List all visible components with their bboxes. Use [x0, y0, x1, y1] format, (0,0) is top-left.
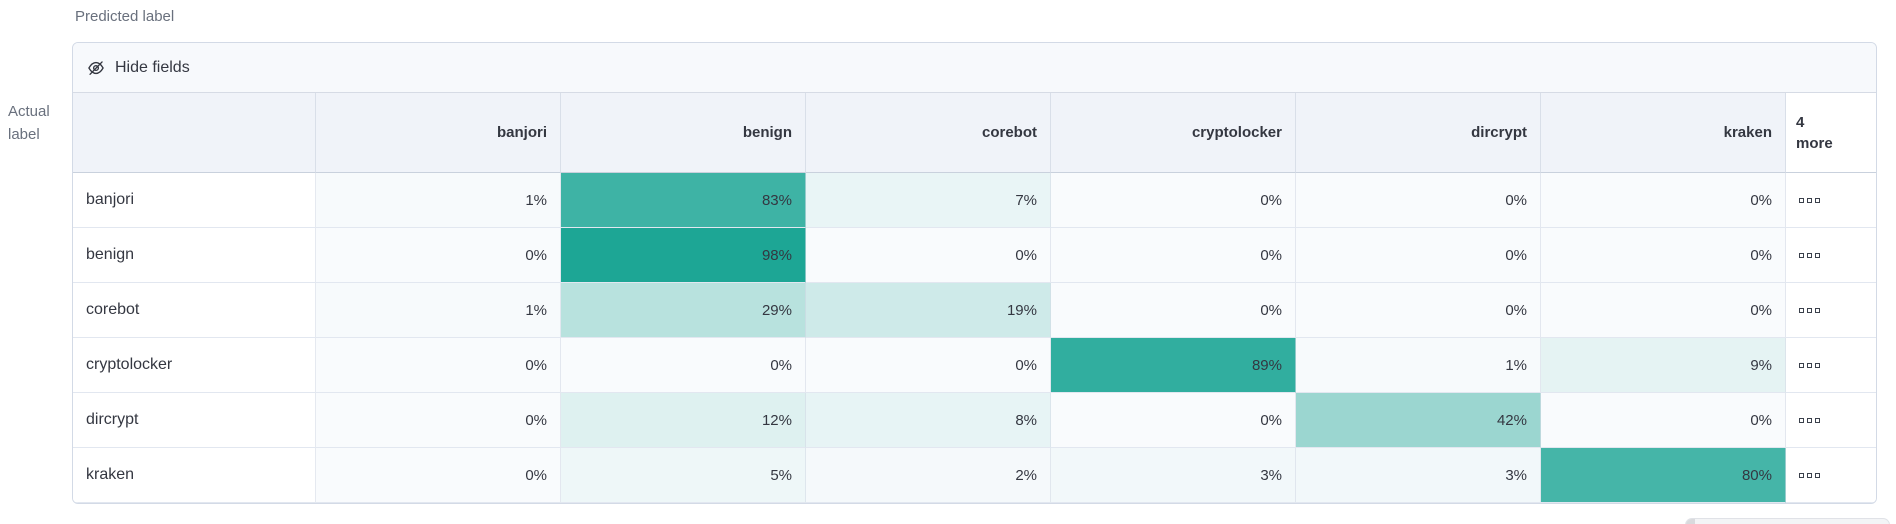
boxes-horizontal-icon	[1807, 307, 1812, 313]
matrix-cell-dircrypt-banjori[interactable]: 0%	[316, 393, 561, 448]
matrix-row-corebot: corebot 1% 29% 19% 0% 0% 0%	[73, 283, 1876, 338]
boxes-horizontal-icon	[1807, 252, 1812, 258]
matrix-cell-dircrypt-kraken[interactable]: 0%	[1541, 393, 1786, 448]
matrix-cell-dircrypt-dircrypt[interactable]: 42%	[1296, 393, 1541, 448]
more-column-label-line: more	[1796, 134, 1833, 152]
matrix-cell-cryptolocker-benign[interactable]: 0%	[561, 338, 806, 393]
actual-label: Actual label	[8, 100, 50, 146]
boxes-horizontal-icon	[1807, 417, 1812, 423]
actual-label-line1: Actual	[8, 103, 50, 120]
matrix-cell-benign-banjori[interactable]: 0%	[316, 228, 561, 283]
matrix-row-dircrypt: dircrypt 0% 12% 8% 0% 42% 0%	[73, 393, 1876, 448]
column-header-corebot[interactable]: corebot	[806, 93, 1051, 173]
column-header-cryptolocker[interactable]: cryptolocker	[1051, 93, 1296, 173]
matrix-cell-kraken-cryptolocker[interactable]: 3%	[1051, 448, 1296, 503]
matrix-cell-banjori-dircrypt[interactable]: 0%	[1296, 173, 1541, 228]
matrix-cell-kraken-corebot[interactable]: 2%	[806, 448, 1051, 503]
actual-label-line2: label	[8, 126, 40, 143]
boxes-horizontal-icon	[1799, 252, 1804, 258]
matrix-cell-corebot-banjori[interactable]: 1%	[316, 283, 561, 338]
grid-header-row: banjori benign corebot cryptolocker dircrypt…	[73, 93, 1876, 173]
boxes-horizontal-icon	[1807, 362, 1812, 368]
boxes-horizontal-icon	[1815, 252, 1820, 258]
matrix-cell-kraken-kraken[interactable]: 80%	[1541, 448, 1786, 503]
row-label-kraken[interactable]: kraken	[73, 448, 316, 503]
eye-slash-icon	[87, 59, 105, 77]
matrix-corner-cell	[73, 93, 316, 173]
hide-fields-button[interactable]: Hide fields	[87, 59, 190, 77]
matrix-cell-benign-dircrypt[interactable]: 0%	[1296, 228, 1541, 283]
column-header-banjori[interactable]: banjori	[316, 93, 561, 173]
matrix-cell-dircrypt-corebot[interactable]: 8%	[806, 393, 1051, 448]
row-more-actions-cryptolocker[interactable]	[1786, 338, 1876, 393]
matrix-cell-banjori-cryptolocker[interactable]: 0%	[1051, 173, 1296, 228]
matrix-cell-kraken-banjori[interactable]: 0%	[316, 448, 561, 503]
row-more-actions-dircrypt[interactable]	[1786, 393, 1876, 448]
matrix-cell-benign-benign[interactable]: 98%	[561, 228, 806, 283]
predicted-label: Predicted label	[75, 8, 175, 25]
matrix-cell-kraken-benign[interactable]: 5%	[561, 448, 806, 503]
row-more-actions-kraken[interactable]	[1786, 448, 1876, 503]
row-label-dircrypt[interactable]: dircrypt	[73, 393, 316, 448]
boxes-horizontal-icon	[1799, 307, 1804, 313]
matrix-cell-cryptolocker-kraken[interactable]: 9%	[1541, 338, 1786, 393]
row-more-actions-benign[interactable]	[1786, 228, 1876, 283]
matrix-cell-banjori-kraken[interactable]: 0%	[1541, 173, 1786, 228]
more-column-label-line: 4	[1796, 113, 1805, 131]
matrix-cell-cryptolocker-dircrypt[interactable]: 1%	[1296, 338, 1541, 393]
matrix-cell-corebot-dircrypt[interactable]: 0%	[1296, 283, 1541, 338]
matrix-cell-banjori-banjori[interactable]: 1%	[316, 173, 561, 228]
matrix-cell-benign-corebot[interactable]: 0%	[806, 228, 1051, 283]
confusion-matrix-panel: Hide fields banjori benign corebot cryptolo…	[72, 42, 1877, 504]
column-header-benign[interactable]: benign	[561, 93, 806, 173]
matrix-cell-benign-kraken[interactable]: 0%	[1541, 228, 1786, 283]
row-label-corebot[interactable]: corebot	[73, 283, 316, 338]
matrix-cell-dircrypt-cryptolocker[interactable]: 0%	[1051, 393, 1296, 448]
row-label-banjori[interactable]: banjori	[73, 173, 316, 228]
grid-toolbar: Hide fields	[73, 43, 1876, 93]
boxes-horizontal-icon	[1815, 417, 1820, 423]
column-header-kraken[interactable]: kraken	[1541, 93, 1786, 173]
row-label-benign[interactable]: benign	[73, 228, 316, 283]
matrix-cell-dircrypt-benign[interactable]: 12%	[561, 393, 806, 448]
matrix-row-cryptolocker: cryptolocker 0% 0% 0% 89% 1% 9%	[73, 338, 1876, 393]
matrix-row-kraken: kraken 0% 5% 2% 3% 3% 80%	[73, 448, 1876, 503]
boxes-horizontal-icon	[1799, 362, 1804, 368]
horizontal-scrollbar[interactable]	[1685, 518, 1890, 524]
column-header-dircrypt[interactable]: dircrypt	[1296, 93, 1541, 173]
matrix-cell-corebot-cryptolocker[interactable]: 0%	[1051, 283, 1296, 338]
matrix-row-banjori: banjori 1% 83% 7% 0% 0% 0%	[73, 173, 1876, 228]
hide-fields-label: Hide fields	[115, 58, 190, 76]
matrix-cell-cryptolocker-cryptolocker[interactable]: 89%	[1051, 338, 1296, 393]
scrollbar-thumb[interactable]	[1686, 519, 1695, 524]
boxes-horizontal-icon	[1815, 472, 1820, 478]
matrix-cell-banjori-benign[interactable]: 83%	[561, 173, 806, 228]
boxes-horizontal-icon	[1815, 307, 1820, 313]
row-more-actions-banjori[interactable]	[1786, 173, 1876, 228]
matrix-cell-kraken-dircrypt[interactable]: 3%	[1296, 448, 1541, 503]
matrix-cell-corebot-corebot[interactable]: 19%	[806, 283, 1051, 338]
matrix-row-benign: benign 0% 98% 0% 0% 0% 0%	[73, 228, 1876, 283]
boxes-horizontal-icon	[1807, 197, 1812, 203]
matrix-cell-benign-cryptolocker[interactable]: 0%	[1051, 228, 1296, 283]
boxes-horizontal-icon	[1799, 417, 1804, 423]
column-header-more[interactable]: 4 more	[1786, 93, 1876, 173]
boxes-horizontal-icon	[1807, 472, 1812, 478]
matrix-cell-banjori-corebot[interactable]: 7%	[806, 173, 1051, 228]
boxes-horizontal-icon	[1815, 197, 1820, 203]
boxes-horizontal-icon	[1815, 362, 1820, 368]
matrix-cell-cryptolocker-corebot[interactable]: 0%	[806, 338, 1051, 393]
row-label-cryptolocker[interactable]: cryptolocker	[73, 338, 316, 393]
boxes-horizontal-icon	[1799, 472, 1804, 478]
grid-body: banjori 1% 83% 7% 0% 0% 0% benign 0% 98% 0% 0% 0% 0% c…	[73, 173, 1876, 503]
matrix-cell-cryptolocker-banjori[interactable]: 0%	[316, 338, 561, 393]
row-more-actions-corebot[interactable]	[1786, 283, 1876, 338]
boxes-horizontal-icon	[1799, 197, 1804, 203]
matrix-cell-corebot-benign[interactable]: 29%	[561, 283, 806, 338]
matrix-cell-corebot-kraken[interactable]: 0%	[1541, 283, 1786, 338]
